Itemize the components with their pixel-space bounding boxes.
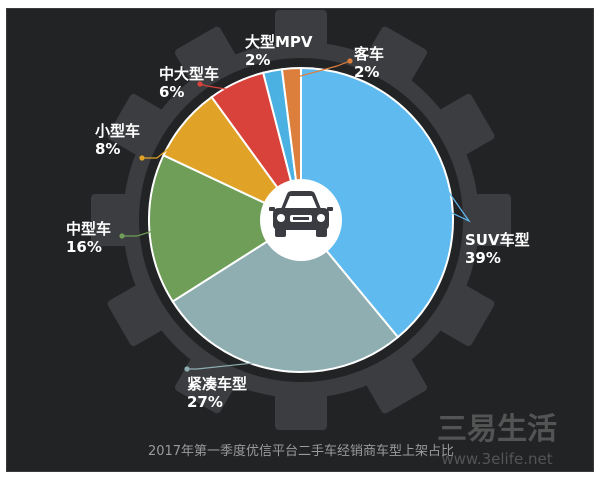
leader-dot	[197, 81, 203, 87]
leader-line	[122, 228, 160, 237]
slice-value: 27%	[187, 393, 223, 411]
pie-slices	[148, 66, 454, 373]
pie-slice	[171, 218, 400, 373]
slice-value: 2%	[354, 63, 379, 81]
leader-dot	[269, 78, 275, 84]
slice-label: 中大型车	[159, 65, 219, 83]
leader-dot	[347, 58, 353, 64]
car-icon	[269, 191, 333, 237]
slice-value: 2%	[245, 51, 270, 69]
leader-line	[187, 359, 279, 370]
slice-label: 客车	[353, 45, 384, 63]
pie-slice	[148, 153, 304, 303]
watermark-title: 三易生活	[437, 412, 557, 447]
center-badge	[260, 179, 342, 261]
slice-label: 中型车	[66, 220, 111, 238]
slice-value: 6%	[159, 83, 184, 101]
watermark: 三易生活 www.3elife.net	[437, 412, 557, 468]
watermark-url: www.3elife.net	[441, 450, 552, 468]
slice-label: 紧凑车型	[187, 375, 247, 393]
slice-label: 小型车	[95, 122, 140, 140]
leader-dot	[139, 155, 145, 161]
slice-value: 8%	[95, 140, 120, 158]
slice-value: 16%	[66, 238, 102, 256]
leader-line	[434, 171, 471, 223]
leader-dot	[184, 366, 190, 372]
slice-label: SUV车型	[465, 231, 530, 249]
leader-line	[142, 129, 192, 159]
leader-dot	[119, 233, 125, 239]
slice-value: 39%	[465, 249, 501, 267]
chart-caption: 2017年第一季度优信平台二手车经销商车型上架占比	[148, 443, 454, 459]
chart-stage: SUV车型 39% 紧凑车型 27% 中型车 16% 小型车 8% 中大型车 6% 大型MPV 2% 客…	[6, 8, 594, 472]
leader-dot	[432, 202, 438, 208]
leader-line	[291, 60, 351, 79]
slice-label: 大型MPV	[245, 33, 313, 51]
pie-slice	[300, 66, 454, 339]
